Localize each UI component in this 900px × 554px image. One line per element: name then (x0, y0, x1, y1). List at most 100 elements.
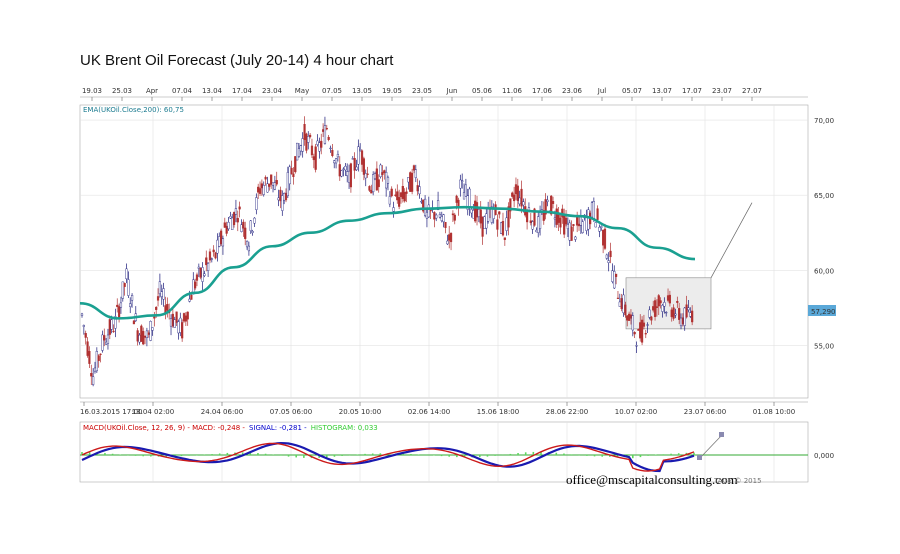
candle-body (301, 138, 304, 152)
candle-body (353, 158, 356, 171)
candle-body (88, 351, 91, 364)
candle-body (538, 210, 542, 229)
candle-body (403, 192, 406, 202)
candle-body (207, 263, 210, 271)
top-tick-label: 23.07 (712, 87, 732, 95)
candle-body (195, 274, 199, 281)
candle-body (201, 267, 204, 282)
candle-body (182, 313, 186, 322)
candle-body (299, 145, 302, 152)
candle-body (93, 367, 97, 372)
candle-body (509, 198, 512, 212)
bottom-tick-label: 13.04 02:00 (132, 408, 174, 416)
contact-email[interactable]: office@mscapitalconsulting.com (566, 472, 738, 487)
candle-body (208, 251, 212, 261)
candle-body (112, 330, 115, 333)
candle-body (323, 125, 327, 144)
candle-body (639, 322, 642, 339)
candle-body (325, 128, 328, 130)
bottom-tick-label: 28.06 22:00 (546, 408, 588, 416)
candle-body (184, 315, 187, 322)
candle-body (603, 228, 607, 249)
bottom-tick-label: 02.06 14:00 (408, 408, 450, 416)
candle-body (194, 281, 197, 289)
candle-body (646, 324, 649, 326)
candle-body (327, 136, 330, 140)
candle-body (262, 185, 265, 195)
price-panel-frame (79, 104, 809, 399)
candle-body (665, 311, 668, 314)
top-tick-label: Jul (597, 87, 607, 95)
candle-body (116, 304, 119, 307)
forecast-line (710, 202, 753, 278)
candle-body (474, 200, 477, 222)
top-date-axis: 19.03 25.03 Apr 07.04 13.04 17.04 23.04 May 07.0… (80, 87, 808, 101)
candle-body (420, 201, 423, 203)
candle-body (145, 330, 149, 339)
candle-body (444, 222, 447, 228)
candle-body (594, 222, 597, 228)
candle-body (496, 219, 499, 230)
candle-body (618, 301, 621, 307)
candle-body (544, 199, 547, 215)
candle-body (234, 208, 238, 215)
candle-body (329, 147, 332, 150)
candle-body (672, 307, 675, 319)
candle-body (173, 319, 176, 328)
candle-body (229, 216, 232, 219)
candle-body (481, 216, 484, 237)
candle-body (386, 177, 390, 184)
top-tick-label: 19.05 (382, 87, 402, 95)
candle-body (225, 225, 228, 234)
candle-body (149, 321, 152, 341)
candle-body (238, 206, 241, 210)
candle-body (449, 232, 453, 243)
candle-body (631, 315, 634, 331)
candle-body (130, 295, 134, 301)
candle-body (501, 221, 505, 236)
candle-body (537, 216, 540, 233)
candle-body (279, 189, 282, 202)
candle-body (648, 309, 651, 318)
candle-body (644, 333, 647, 335)
candle-body (607, 260, 610, 263)
candle-body (271, 182, 275, 186)
candle-body (80, 313, 84, 316)
candle-body (416, 185, 419, 192)
candle-body (566, 224, 569, 229)
candle-body (266, 183, 269, 193)
candle-body (370, 189, 373, 194)
candle-body (360, 150, 364, 165)
candle-body (375, 168, 378, 191)
y-tick-label: 70,00 (814, 117, 834, 125)
candle-body (409, 172, 412, 192)
signal-line (81, 441, 695, 473)
candle-body (190, 294, 193, 300)
ema-200-line (79, 205, 696, 320)
candle-body (359, 149, 362, 151)
candle-body (668, 294, 671, 304)
candle-body (284, 192, 288, 201)
candle-body (683, 307, 686, 326)
candle-body (218, 236, 221, 247)
candle-body (678, 308, 681, 320)
candle-body (223, 222, 226, 228)
candle-body (312, 156, 315, 161)
top-tick-label: 23.04 (262, 87, 283, 95)
candle-body (550, 195, 553, 215)
candle-body (383, 170, 386, 174)
candle-body (132, 320, 136, 325)
candle-body (97, 355, 100, 361)
candle-body (105, 341, 108, 345)
candle-body (553, 217, 557, 220)
candle-body (455, 195, 458, 203)
page-title: UK Brent Oil Forecast (July 20-14) 4 hou… (80, 52, 394, 69)
candle-body (296, 142, 299, 161)
current-price-label: 57,290 (811, 308, 836, 316)
candle-body (559, 217, 562, 228)
candle-body (624, 304, 627, 316)
candle-body (181, 322, 184, 339)
candle-body (613, 271, 616, 289)
top-tick-label: 05.06 (472, 87, 493, 95)
candle-body (342, 168, 345, 170)
